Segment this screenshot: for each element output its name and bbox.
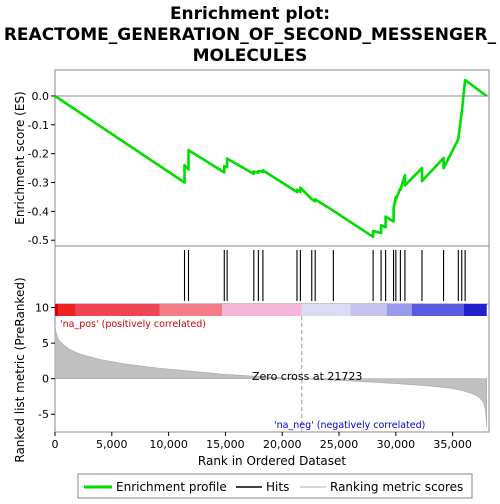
metric-y-axis: 10 5 0 -5 (35, 302, 55, 421)
negative-annotation: 'na_neg' (negatively correlated) (274, 420, 425, 431)
x-tick-label: 15,000 (206, 438, 245, 451)
legend-hits-label: Hits (266, 480, 289, 494)
x-tick-label: 20,000 (263, 438, 302, 451)
legend-enrichment-label: Enrichment profile (116, 480, 227, 494)
metric-y-tick-label: 5 (42, 337, 49, 350)
metric-y-axis-label: Ranked list metric (PreRanked) (13, 277, 27, 462)
x-tick-label: 30,000 (377, 438, 416, 451)
es-y-tick-label: -0.4 (28, 205, 49, 218)
x-tick-label: 5,000 (96, 438, 128, 451)
es-y-tick-label: -0.5 (28, 234, 49, 247)
rank-color-bar (55, 304, 487, 316)
es-y-axis-label: Enrichment score (ES) (13, 91, 27, 224)
color-bar-segment (75, 304, 160, 316)
es-y-tick-label: 0.0 (32, 90, 50, 103)
hit-markers (183, 250, 466, 301)
chart-title-line-3: MOLECULES (193, 46, 308, 66)
es-y-tick-label: -0.1 (28, 119, 49, 132)
color-bar-segment (58, 304, 76, 316)
color-bar-segment (301, 304, 351, 316)
chart-title-line-1: Enrichment plot: (170, 4, 330, 24)
es-y-tick-label: -0.3 (28, 177, 49, 190)
metric-y-tick-label: 0 (42, 373, 49, 386)
color-bar-segment (350, 304, 387, 316)
color-bar-segment (159, 304, 223, 316)
enrichment-profile-line (54, 78, 488, 239)
chart-title-line-2: REACTOME_GENERATION_OF_SECOND_MESSENGER_ (4, 25, 497, 45)
legend-box (77, 473, 473, 499)
ranking-metric-series (54, 325, 487, 428)
x-axis-label: Rank in Ordered Dataset (198, 454, 346, 468)
color-bar-segment (411, 304, 465, 316)
enrichment-profile-series (54, 78, 488, 239)
es-y-axis: 0.0 -0.1 -0.2 -0.3 -0.4 -0.5 (28, 90, 55, 247)
es-panel-frame (54, 69, 490, 247)
hits-panel-frame (54, 245, 490, 305)
x-tick-label: 25,000 (320, 438, 359, 451)
metric-y-tick-label: -5 (38, 408, 49, 421)
color-bar-segment (55, 304, 59, 316)
ranking-metric-area (54, 325, 487, 428)
color-bar-segment (222, 304, 302, 316)
positive-annotation: 'na_pos' (positively correlated) (60, 319, 206, 330)
x-tick-label: 0 (52, 438, 59, 451)
x-tick-label: 35,000 (433, 438, 472, 451)
color-bar-segment (464, 304, 487, 316)
legend: Enrichment profile Hits Ranking metric s… (77, 473, 473, 499)
color-bar-segment (386, 304, 412, 316)
zero-cross-label: Zero cross at 21723 (252, 370, 362, 383)
legend-metric-label: Ranking metric scores (330, 480, 463, 494)
es-y-tick-label: -0.2 (28, 148, 49, 161)
x-axis: 0 5,000 10,000 15,000 20,000 25,000 30,000 35,0… (52, 432, 472, 451)
x-tick-label: 10,000 (149, 438, 188, 451)
metric-y-tick-label: 10 (35, 302, 49, 315)
